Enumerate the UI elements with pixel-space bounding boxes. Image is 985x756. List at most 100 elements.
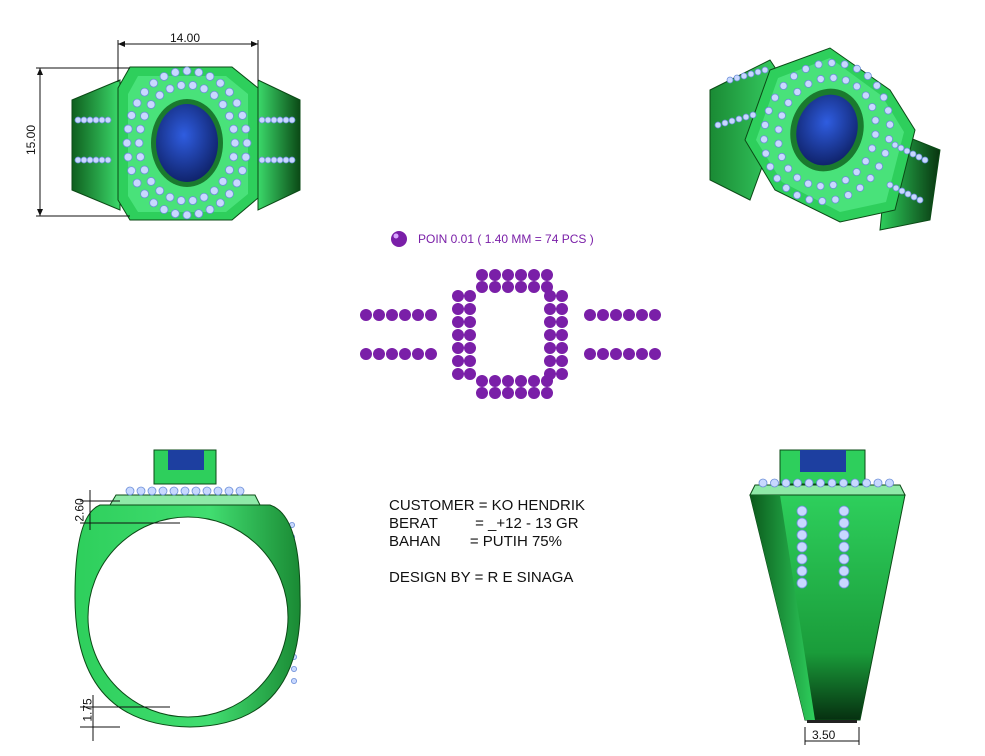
halo-diamond (176, 196, 186, 205)
layout-dot (476, 269, 488, 281)
halo-diamond (205, 205, 215, 214)
layout-dot (452, 290, 464, 302)
layout-dot (476, 375, 488, 387)
layout-dot (556, 329, 568, 341)
layout-dot (464, 303, 476, 315)
ring-perspective-drawing (709, 47, 941, 231)
halo-diamond (176, 81, 186, 90)
halo-diamond (761, 149, 770, 158)
design-info: CUSTOMER = KO HENDRIK BERAT = _+12 - 13 … (389, 497, 585, 587)
halo-diamond (884, 106, 893, 115)
shank-diamond (80, 156, 88, 164)
halo-diamond (816, 182, 825, 191)
halo-diamond (127, 111, 136, 120)
halo-diamond (774, 139, 783, 148)
layout-dot (556, 290, 568, 302)
halo-diamond (852, 64, 861, 73)
halo-diamond (241, 152, 251, 162)
back-shank-diamond (796, 505, 808, 517)
halo-diamond (188, 196, 198, 205)
layout-dot (541, 387, 553, 399)
halo-diamond (789, 72, 798, 81)
layout-dot (373, 309, 385, 321)
shank-diamond (921, 156, 929, 164)
back-shank-diamond (838, 505, 850, 517)
side-halo-diamond (180, 486, 190, 496)
layout-dot (412, 348, 424, 360)
layout-dot (556, 316, 568, 328)
halo-diamond (170, 67, 180, 77)
shank-diamond (916, 196, 924, 204)
halo-diamond (831, 195, 840, 204)
halo-diamond (884, 135, 893, 144)
halo-diamond (199, 84, 209, 94)
ring-top-view: 14.00 15.00 (0, 0, 330, 230)
halo-diamond (868, 144, 877, 153)
back-halo-diamond (850, 478, 860, 488)
halo-diamond (132, 98, 142, 108)
layout-dot (464, 316, 476, 328)
layout-dot (425, 348, 437, 360)
customer-line: CUSTOMER = KO HENDRIK (389, 497, 586, 514)
halo-diamond (209, 186, 219, 196)
layout-dot (544, 368, 556, 380)
poin-dot-icon (391, 231, 407, 247)
back-shank-diamond (838, 541, 850, 553)
bahan-line: BAHAN = PUTIH 75% (389, 533, 562, 550)
halo-diamond (155, 90, 165, 100)
halo-diamond (804, 179, 813, 188)
layout-dot (528, 387, 540, 399)
halo-diamond (215, 78, 225, 88)
layout-dot (544, 316, 556, 328)
halo-diamond (784, 164, 793, 173)
halo-diamond (801, 64, 810, 73)
halo-diamond (146, 100, 156, 109)
shank-diamond (270, 156, 278, 164)
shank-diamond (282, 156, 290, 164)
shank-diamond (742, 113, 750, 121)
back-shank-diamond (796, 553, 808, 565)
halo-diamond (194, 209, 204, 219)
back-halo-diamond (758, 478, 768, 488)
halo-diamond (881, 149, 890, 158)
shank-diamond (86, 156, 94, 164)
side-halo-diamond (125, 486, 135, 496)
halo-diamond (852, 168, 861, 177)
back-shank-diamond (796, 517, 808, 529)
layout-dot (452, 303, 464, 315)
halo-diamond (782, 184, 791, 193)
back-halo-diamond (827, 478, 837, 488)
halo-diamond (218, 100, 228, 109)
shank-diamonds-top (74, 116, 296, 164)
halo-diamond (215, 198, 225, 208)
back-shank-diamond (838, 529, 850, 541)
halo-diamond (814, 60, 823, 69)
back-halo-diamond (862, 478, 871, 488)
layout-dot (544, 329, 556, 341)
shank-diamond (910, 193, 918, 201)
layout-dot (649, 309, 661, 321)
halo-diamond (205, 72, 215, 81)
halo-diamond (182, 66, 192, 76)
dim-back-width: 3.50 (812, 728, 836, 742)
halo-diamond (134, 138, 144, 148)
layout-dot (464, 342, 476, 354)
halo-diamond (774, 125, 783, 134)
halo-diamond (123, 124, 133, 134)
back-halo-diamond (781, 478, 791, 488)
layout-dot (464, 329, 476, 341)
halo-diamond (140, 87, 149, 97)
layout-dot (399, 309, 411, 321)
layout-dot (489, 269, 501, 281)
layout-dot (452, 342, 464, 354)
shank-diamond (891, 141, 899, 149)
halo-diamond (773, 174, 782, 183)
shank-diamond (92, 156, 100, 164)
shank-diamond (726, 76, 734, 84)
layout-dot (464, 290, 476, 302)
layout-dot (584, 348, 596, 360)
shank-diamond (761, 66, 769, 74)
layout-dot (528, 269, 540, 281)
halo-diamond (199, 192, 209, 202)
ring-top-view-drawing (36, 40, 301, 221)
